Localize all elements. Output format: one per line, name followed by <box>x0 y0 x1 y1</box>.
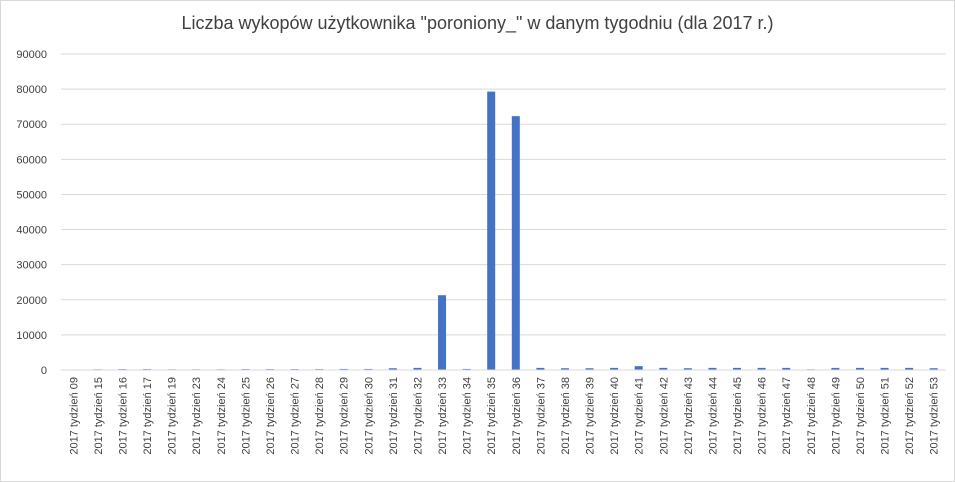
bar <box>388 368 397 370</box>
x-tick-label: 2017 tydzień 24 <box>216 377 228 455</box>
x-tick-label: 2017 tydzień 36 <box>511 377 523 455</box>
x-tick-label: 2017 tydzień 45 <box>732 377 744 455</box>
x-tick-label: 2017 tydzień 16 <box>117 377 129 455</box>
bar <box>929 368 938 370</box>
bar <box>855 367 864 370</box>
x-tick-label: 2017 tydzień 31 <box>388 377 400 455</box>
bar <box>339 368 348 370</box>
bar <box>634 366 643 370</box>
bar <box>438 295 447 370</box>
x-tick-label: 2017 tydzień 47 <box>781 377 793 455</box>
x-tick-label: 2017 tydzień 15 <box>93 377 105 455</box>
x-tick-label: 2017 tydzień 53 <box>929 377 941 455</box>
x-tick-label: 2017 tydzień 32 <box>412 377 424 455</box>
x-tick-label: 2017 tydzień 26 <box>265 377 277 455</box>
x-tick-label: 2017 tydzień 33 <box>437 377 449 455</box>
x-tick-label: 2017 tydzień 19 <box>167 377 179 455</box>
x-tick-label: 2017 tydzień 51 <box>880 377 892 455</box>
y-tick-label: 40000 <box>16 225 47 237</box>
x-tick-label: 2017 tydzień 27 <box>290 377 302 455</box>
x-tick-label: 2017 tydzień 46 <box>757 377 769 455</box>
chart-title: Liczba wykopów użytkownika "poroniony_" … <box>181 13 774 33</box>
bar <box>364 368 373 370</box>
x-tick-label: 2017 tydzień 29 <box>339 377 351 455</box>
bar <box>757 367 766 370</box>
x-tick-label: 2017 tydzień 40 <box>609 377 621 455</box>
x-tick-label: 2017 tydzień 44 <box>707 377 719 455</box>
y-tick-label: 90000 <box>16 49 47 61</box>
x-tick-label: 2017 tydzień 34 <box>462 377 474 455</box>
gridlines <box>61 53 946 336</box>
x-axis-ticks: 2017 tydzień 09 2017 tydzień 15 2017 tydzi… <box>68 377 940 455</box>
bar <box>560 368 569 370</box>
bar <box>536 367 545 370</box>
x-tick-label: 2017 tydzień 38 <box>560 377 572 455</box>
x-tick-label: 2017 tydzień 30 <box>363 377 375 455</box>
bar <box>511 116 520 370</box>
x-tick-label: 2017 tydzień 17 <box>142 377 154 455</box>
bar <box>708 367 717 370</box>
y-tick-label: 30000 <box>16 260 47 272</box>
x-tick-label: 2017 tydzień 25 <box>240 377 252 455</box>
y-axis-ticks: 0 10000 20000 30000 40000 50000 60000 70000 8000… <box>16 49 47 377</box>
x-tick-label: 2017 tydzień 23 <box>191 377 203 455</box>
y-tick-label: 70000 <box>16 119 47 131</box>
x-tick-label: 2017 tydzień 39 <box>585 377 597 455</box>
x-tick-label: 2017 tydzień 28 <box>314 377 326 455</box>
bar <box>733 367 742 370</box>
bar <box>683 368 692 370</box>
x-tick-label: 2017 tydzień 48 <box>806 377 818 455</box>
bar <box>610 367 619 370</box>
bar <box>880 367 889 370</box>
y-tick-label: 80000 <box>16 84 47 96</box>
bar <box>487 91 496 371</box>
y-tick-label: 0 <box>41 365 47 377</box>
x-tick-label: 2017 tydzień 42 <box>658 377 670 455</box>
bar <box>413 367 422 370</box>
bar <box>462 368 471 370</box>
x-tick-label: 2017 tydzień 09 <box>68 377 80 455</box>
x-tick-label: 2017 tydzień 35 <box>486 377 498 455</box>
x-tick-label: 2017 tydzień 50 <box>855 377 867 455</box>
y-tick-label: 50000 <box>16 189 47 201</box>
x-tick-label: 2017 tydzień 52 <box>904 377 916 455</box>
x-tick-label: 2017 tydzień 37 <box>535 377 547 455</box>
bar <box>782 367 791 370</box>
bars <box>69 91 938 371</box>
x-tick-label: 2017 tydzień 43 <box>683 377 695 455</box>
x-tick-label: 2017 tydzień 41 <box>634 377 646 455</box>
bar <box>831 367 840 370</box>
y-tick-label: 60000 <box>16 154 47 166</box>
bar <box>905 367 914 370</box>
y-tick-label: 20000 <box>16 295 47 307</box>
bar <box>659 367 668 370</box>
y-tick-label: 10000 <box>16 330 47 342</box>
x-tick-label: 2017 tydzień 49 <box>830 377 842 455</box>
bar <box>585 368 594 370</box>
